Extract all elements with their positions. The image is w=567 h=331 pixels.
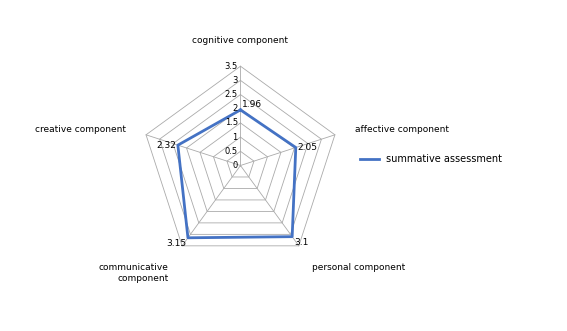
Text: 3.1: 3.1: [294, 238, 308, 247]
Text: 0: 0: [232, 161, 238, 170]
Text: summative assessment: summative assessment: [386, 154, 502, 164]
Text: creative component: creative component: [35, 125, 126, 134]
Text: 2.05: 2.05: [298, 143, 318, 152]
Text: 1.5: 1.5: [225, 118, 238, 127]
Text: 0.5: 0.5: [225, 147, 238, 156]
Text: 2: 2: [232, 104, 238, 113]
Text: cognitive component: cognitive component: [192, 36, 289, 45]
Text: 1: 1: [232, 133, 238, 142]
Text: 2.32: 2.32: [156, 141, 176, 150]
Text: affective component: affective component: [355, 125, 449, 134]
Text: 3.15: 3.15: [166, 239, 186, 249]
Text: 2.5: 2.5: [225, 90, 238, 99]
Text: 1.96: 1.96: [242, 100, 262, 109]
Text: 3.5: 3.5: [225, 62, 238, 71]
Text: 3: 3: [232, 76, 238, 85]
Text: communicative
component: communicative component: [99, 263, 169, 283]
Text: personal component: personal component: [312, 263, 405, 272]
